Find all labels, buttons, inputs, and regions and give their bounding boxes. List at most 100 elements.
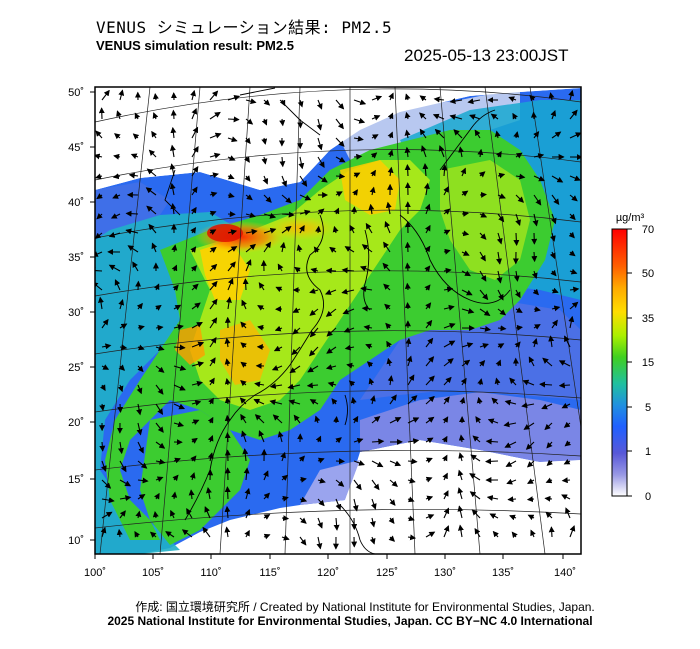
wind-arrow [118, 299, 125, 310]
wind-arrow [425, 531, 436, 538]
wind-arrow [244, 156, 250, 163]
wind-arrow [202, 526, 211, 538]
wind-arrow [512, 112, 519, 120]
wind-arrow [101, 460, 107, 472]
wind-arrow [281, 175, 288, 188]
wind-arrow [443, 322, 456, 329]
wind-arrow [243, 467, 250, 481]
wind-arrow [371, 95, 383, 102]
wind-arrow [530, 529, 536, 538]
wind-arrow [333, 207, 340, 215]
wind-arrow [371, 460, 384, 468]
wind-arrow [479, 343, 489, 349]
wind-arrow [527, 478, 535, 484]
wind-arrow [297, 118, 304, 129]
colorbar: µg/m³ 70 50 35 15 5 1 0 [611, 212, 654, 503]
wind-arrow [132, 133, 140, 140]
pm25-field [95, 87, 581, 554]
colorbar-tick: 50 [642, 268, 654, 280]
wind-arrow [568, 315, 575, 329]
wind-arrow [153, 283, 160, 291]
wind-arrow [281, 515, 290, 522]
wind-arrow [227, 261, 236, 272]
wind-arrow [404, 129, 411, 139]
wind-arrow [261, 118, 268, 126]
wind-arrow [419, 128, 427, 139]
wind-arrow [504, 399, 517, 406]
wind-arrow [209, 191, 218, 198]
wind-arrow [425, 302, 432, 310]
wind-arrow [191, 419, 200, 425]
wind-arrow [387, 112, 394, 120]
wind-arrow [515, 152, 523, 159]
wind-arrow [344, 344, 355, 351]
wind-arrow [472, 435, 481, 443]
wind-arrow [425, 395, 435, 405]
wind-arrow [119, 460, 127, 473]
wind-arrow [529, 94, 536, 102]
wind-arrow [191, 437, 198, 444]
lon-label: 120˚ [317, 567, 339, 579]
wind-arrow [545, 511, 553, 519]
wind-arrow [453, 129, 463, 139]
wind-arrow [551, 131, 562, 139]
wind-arrow [261, 156, 268, 165]
wind-arrow [152, 93, 159, 101]
wind-arrow [532, 338, 538, 348]
wind-arrow [207, 434, 214, 443]
wind-arrow [292, 327, 301, 335]
wind-arrow [504, 441, 517, 448]
wind-arrow [191, 166, 199, 177]
wind-arrow [299, 517, 307, 524]
wind-arrow [224, 396, 231, 405]
wind-arrow [530, 111, 537, 120]
wind-arrow [329, 246, 337, 253]
wind-arrow [173, 403, 186, 410]
wind-arrow [224, 486, 231, 500]
wind-arrow [385, 322, 392, 330]
wind-arrow [533, 130, 540, 139]
wind-arrow [479, 289, 489, 301]
wind-arrow [386, 340, 392, 348]
lat-label: 30˚ [68, 307, 84, 319]
wind-arrow [533, 153, 545, 159]
wind-arrow [544, 495, 553, 502]
wind-arrow [134, 530, 141, 538]
wind-arrow [190, 89, 196, 101]
lon-label: 105˚ [142, 567, 164, 579]
wind-arrow [405, 337, 412, 348]
wind-arrow [514, 289, 521, 299]
wind-arrow [209, 298, 218, 310]
wind-arrow [496, 232, 503, 245]
wind-arrow [110, 213, 121, 219]
wind-arrow [325, 308, 337, 317]
wind-arrow [353, 172, 361, 179]
wind-arrow [155, 324, 164, 331]
credit-line: 作成: 国立環境研究所 / Created by National Instit… [135, 600, 595, 614]
wind-arrow [245, 212, 256, 219]
colorbar-unit: µg/m³ [616, 212, 645, 224]
wind-arrow [384, 220, 391, 234]
wind-arrow [244, 508, 251, 519]
wind-arrow [424, 245, 431, 253]
wind-arrow [209, 172, 219, 179]
wind-arrow [335, 498, 342, 511]
wind-arrow [513, 131, 520, 139]
wind-arrow [478, 360, 486, 367]
wind-arrow [95, 251, 103, 257]
wind-arrow [335, 137, 345, 147]
wind-arrow [317, 498, 325, 507]
wind-arrow [309, 399, 319, 405]
wind-arrow [240, 361, 247, 368]
wind-arrow [541, 403, 553, 410]
wind-arrow [190, 455, 197, 462]
wind-arrow [353, 479, 362, 491]
wind-arrow [335, 173, 346, 180]
wind-arrow [369, 517, 376, 528]
wind-arrow [114, 279, 121, 291]
wind-arrow [101, 497, 115, 504]
wind-arrow [209, 132, 222, 139]
wind-arrow [365, 222, 373, 234]
wind-arrow [496, 151, 502, 158]
wind-arrow [137, 477, 149, 484]
